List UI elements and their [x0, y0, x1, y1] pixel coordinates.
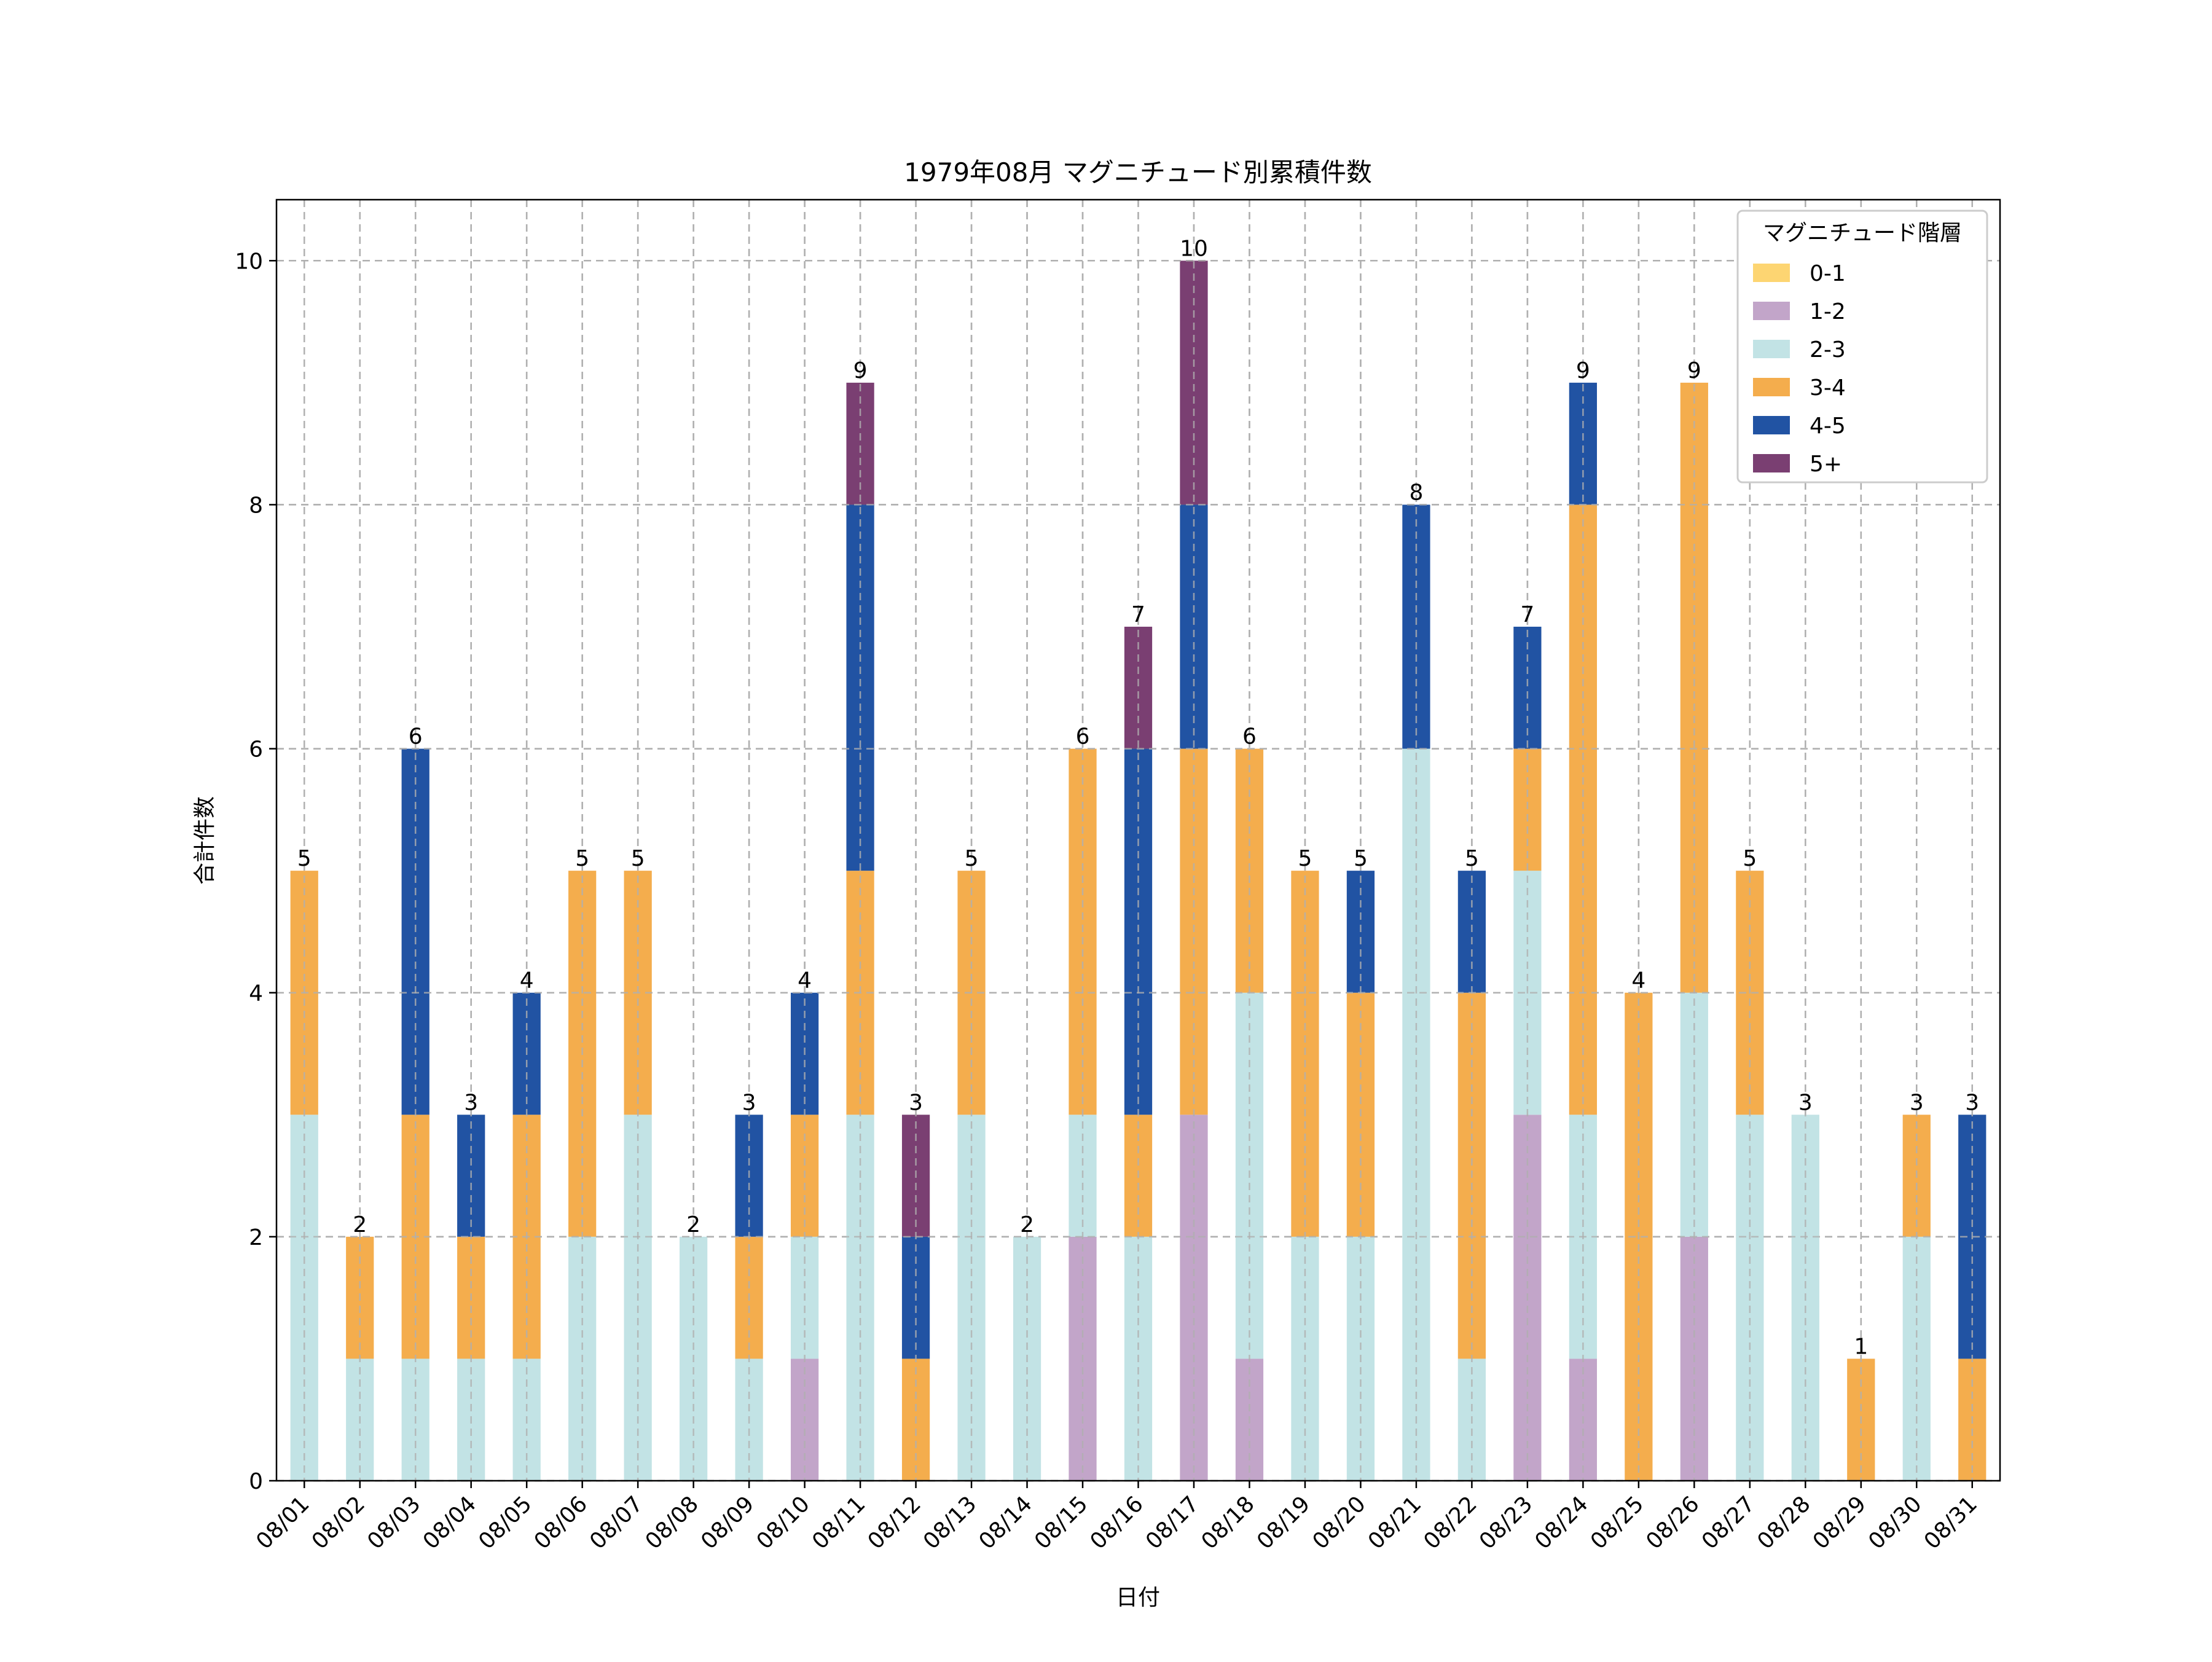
- bar-total-label: 3: [1965, 1090, 1979, 1115]
- bar-segment: [1180, 261, 1208, 505]
- y-tick-label: 0: [249, 1469, 263, 1494]
- x-tick-label: 08/15: [1030, 1491, 1092, 1554]
- legend-label: 0-1: [1810, 261, 1846, 286]
- legend-label: 5+: [1810, 452, 1842, 477]
- bar-total-labels: 5 2 6 3 4 5 5 2 3 4 9 3 5 2 6 7 10 6 5 5 8 5 7 9 4 9 5 3 1 3 3: [297, 236, 1979, 1359]
- legend-swatch: [1753, 302, 1790, 320]
- legend-label: 3-4: [1810, 375, 1846, 401]
- bar-total-label: 5: [631, 846, 645, 871]
- bar-total-label: 7: [1131, 602, 1145, 627]
- x-tick-label: 08/12: [863, 1491, 926, 1554]
- x-tick-label: 08/30: [1864, 1491, 1926, 1554]
- legend-items: 0-1 1-2 2-3 3-4 4-5 5+: [1753, 261, 1846, 477]
- bar-total-label: 5: [1354, 846, 1368, 871]
- legend-frame: [1736, 210, 1988, 484]
- bar-total-label: 7: [1520, 602, 1534, 627]
- bar-total-label: 1: [1854, 1334, 1868, 1359]
- bar-total-label: 5: [965, 846, 979, 871]
- x-tick-label: 08/07: [585, 1491, 648, 1554]
- bar-total-label: 9: [1576, 358, 1590, 383]
- legend-swatch: [1753, 264, 1790, 282]
- bar-total-label: 3: [1910, 1090, 1924, 1115]
- legend-title: マグニチュード階層: [1763, 221, 1962, 246]
- x-tick-label: 08/29: [1808, 1491, 1871, 1554]
- x-tick-label: 08/01: [251, 1491, 314, 1554]
- y-tick-label: 8: [249, 493, 263, 518]
- grid-overlay: [276, 200, 2000, 1482]
- bar-total-label: 5: [297, 846, 312, 871]
- x-tick-label: 08/16: [1086, 1491, 1148, 1554]
- y-tick-label: 10: [235, 249, 263, 274]
- x-axis-label: 日付: [1116, 1585, 1160, 1610]
- x-tick-label: 08/08: [641, 1491, 704, 1554]
- x-tick-label: 08/11: [807, 1491, 870, 1554]
- x-tick-label: 08/24: [1530, 1491, 1593, 1554]
- x-tick-label: 08/13: [919, 1491, 981, 1554]
- bar-total-label: 5: [1743, 846, 1757, 871]
- legend-swatch: [1753, 340, 1790, 358]
- x-tick-label: 08/09: [696, 1491, 759, 1554]
- y-tick-label: 6: [249, 737, 263, 762]
- x-tick-label: 08/02: [307, 1491, 370, 1554]
- x-tick-label: 08/31: [1920, 1491, 1982, 1554]
- legend-label: 1-2: [1810, 299, 1846, 324]
- x-tick-label: 08/21: [1363, 1491, 1426, 1554]
- bar-segment: [1402, 504, 1430, 749]
- y-tick-label: 2: [249, 1225, 263, 1250]
- x-tick-label: 08/17: [1141, 1491, 1204, 1554]
- x-tick-label: 08/20: [1308, 1491, 1370, 1554]
- bar-total-label: 3: [909, 1090, 923, 1115]
- bar-total-label: 4: [1631, 968, 1645, 994]
- bar-segment: [846, 504, 874, 871]
- x-tick-label: 08/06: [530, 1491, 592, 1554]
- y-axis-ticks: 0 2 4 6 8 10: [235, 249, 276, 1494]
- bar-total-label: 10: [1180, 236, 1208, 261]
- x-tick-label: 08/23: [1475, 1491, 1537, 1554]
- bar-total-label: 8: [1409, 480, 1423, 505]
- x-tick-label: 08/26: [1641, 1491, 1704, 1554]
- bar-total-label: 3: [464, 1090, 478, 1115]
- x-tick-label: 08/28: [1752, 1491, 1815, 1554]
- bar-total-label: 5: [1298, 846, 1312, 871]
- bar-segment: [1180, 504, 1208, 749]
- bar-total-label: 2: [1020, 1212, 1034, 1237]
- y-axis-label: 合計件数: [192, 796, 218, 885]
- bar-total-label: 5: [575, 846, 589, 871]
- legend: マグニチュード階層 0-1 1-2 2-3 3-4 4-5 5+: [1736, 210, 1988, 484]
- x-tick-label: 08/04: [418, 1491, 481, 1554]
- bar-total-label: 6: [1076, 724, 1090, 750]
- x-tick-label: 08/14: [975, 1491, 1037, 1554]
- bar-total-label: 2: [353, 1212, 367, 1237]
- bar-total-label: 2: [686, 1212, 700, 1237]
- bar-total-label: 3: [1798, 1090, 1813, 1115]
- x-axis-ticks: 08/0108/0208/0308/0408/0508/0608/0708/08…: [251, 1481, 1982, 1554]
- bar-total-label: 9: [1687, 358, 1701, 383]
- x-tick-label: 08/05: [474, 1491, 536, 1554]
- x-tick-label: 08/18: [1196, 1491, 1259, 1554]
- x-tick-label: 08/25: [1586, 1491, 1649, 1554]
- bar-total-label: 9: [853, 358, 868, 383]
- x-tick-label: 08/22: [1419, 1491, 1481, 1554]
- bar-total-label: 6: [409, 724, 423, 750]
- x-tick-label: 08/19: [1252, 1491, 1315, 1554]
- bar-total-label: 4: [520, 968, 534, 994]
- y-tick-label: 4: [249, 981, 263, 1006]
- bar-total-label: 5: [1465, 846, 1479, 871]
- x-tick-label: 08/27: [1697, 1491, 1760, 1554]
- legend-label: 4-5: [1810, 414, 1846, 439]
- bar-total-label: 3: [742, 1090, 756, 1115]
- legend-swatch: [1753, 378, 1790, 396]
- bar-total-label: 6: [1242, 724, 1257, 750]
- chart-title: 1979年08月 マグニチュード別累積件数: [904, 157, 1372, 187]
- legend-swatch: [1753, 454, 1790, 472]
- bar-total-label: 4: [798, 968, 812, 994]
- x-tick-label: 08/03: [363, 1491, 425, 1554]
- legend-label: 2-3: [1810, 337, 1846, 363]
- legend-swatch: [1753, 416, 1790, 434]
- x-tick-label: 08/10: [752, 1491, 815, 1554]
